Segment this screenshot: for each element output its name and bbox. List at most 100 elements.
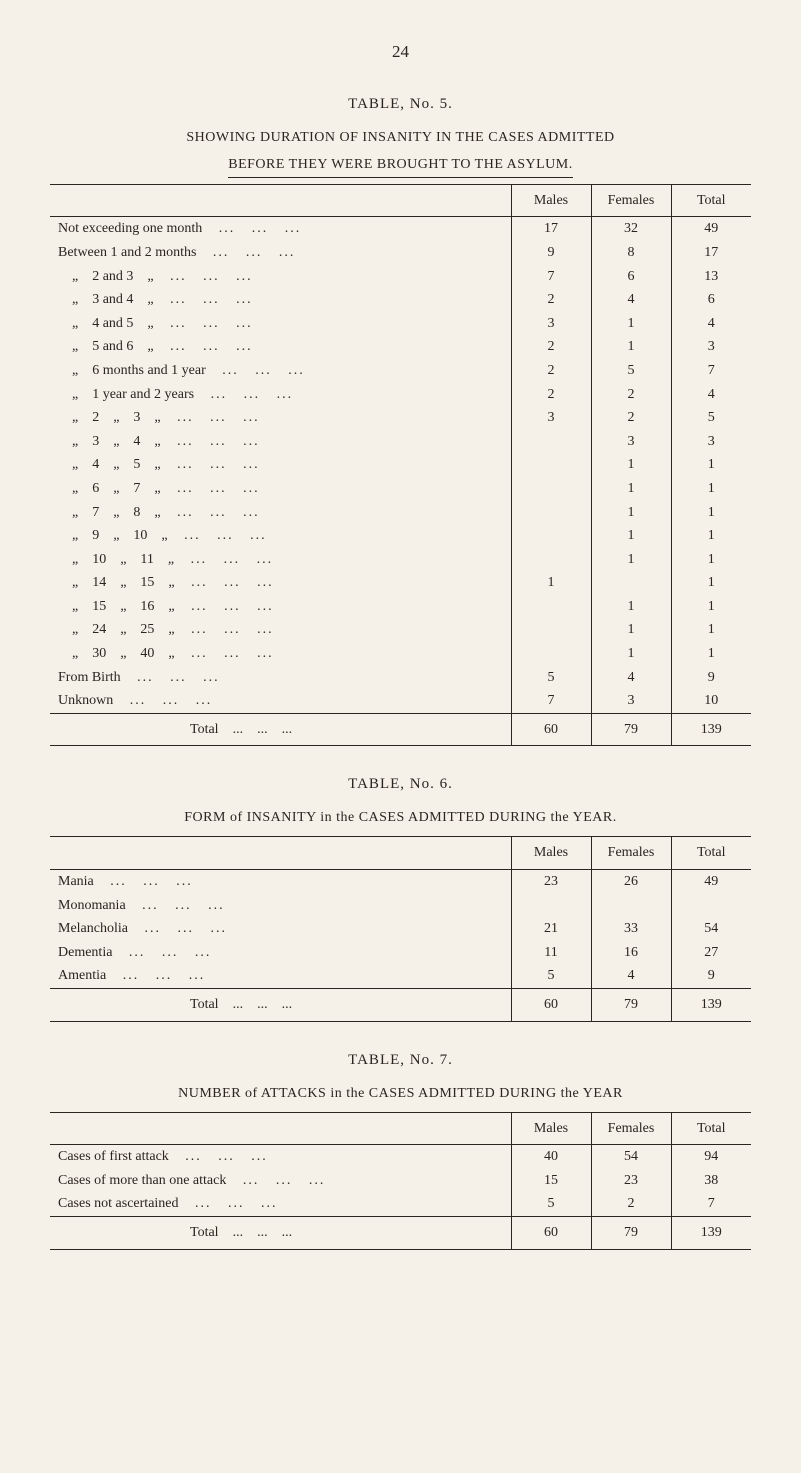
- leader-dots: ... ... ...: [196, 245, 295, 260]
- leader-dots: ... ... ...: [154, 339, 253, 354]
- cell-total: 9: [671, 964, 751, 988]
- row-label: From Birth ... ... ...: [50, 666, 511, 690]
- row-label: „ 4 „ 5 „ ... ... ...: [50, 453, 511, 477]
- page-number: 24: [50, 40, 751, 64]
- row-label: Mania ... ... ...: [50, 870, 511, 894]
- leader-dots: ... ... ...: [202, 221, 301, 236]
- cell-total: 94: [671, 1145, 751, 1169]
- table-row: Dementia ... ... ...111627: [50, 941, 751, 965]
- table5-header-blank: [50, 184, 511, 217]
- leader-dots: ... ... ...: [206, 363, 305, 378]
- table5-header-females: Females: [591, 184, 671, 217]
- table-row: „ 3 „ 4 „ ... ... ...33: [50, 430, 751, 454]
- table7-subtitle: NUMBER of ATTACKS in the CASES ADMITTED …: [50, 1083, 751, 1104]
- cell-males: [511, 618, 591, 642]
- cell-females: 1: [591, 642, 671, 666]
- table-row: „ 9 „ 10 „ ... ... ...11: [50, 524, 751, 548]
- cell-total: 6: [671, 288, 751, 312]
- cell-total: 1: [671, 571, 751, 595]
- cell-males: 1: [511, 571, 591, 595]
- row-label: „ 2 and 3 „ ... ... ...: [50, 265, 511, 289]
- cell-males: 2: [511, 288, 591, 312]
- row-label: Unknown ... ... ...: [50, 689, 511, 713]
- table6-header-total: Total: [671, 837, 751, 870]
- table-row: „ 10 „ 11 „ ... ... ...11: [50, 548, 751, 572]
- table5-total-females: 79: [591, 713, 671, 746]
- cell-total: 10: [671, 689, 751, 713]
- row-label: „ 24 „ 25 „ ... ... ...: [50, 618, 511, 642]
- leader-dots: ... ... ...: [161, 457, 260, 472]
- cell-total: 4: [671, 383, 751, 407]
- row-label: „ 10 „ 11 „ ... ... ...: [50, 548, 511, 572]
- table7-total-row: Total ... ... ... 60 79 139: [50, 1216, 751, 1249]
- table-row: „ 4 „ 5 „ ... ... ... 11: [50, 453, 751, 477]
- leader-dots: ... ... ...: [175, 622, 274, 637]
- cell-males: 11: [511, 941, 591, 965]
- table-row: Monomania ... ... ...: [50, 894, 751, 918]
- leader-dots: ... ... ...: [161, 410, 260, 425]
- cell-males: 2: [511, 383, 591, 407]
- cell-females: 2: [591, 1192, 671, 1216]
- cell-females: 4: [591, 666, 671, 690]
- cell-total: 49: [671, 217, 751, 241]
- cell-males: [511, 501, 591, 525]
- table6-title: TABLE, No. 6.: [50, 774, 751, 795]
- table-row: Cases of more than one attack ... ... ..…: [50, 1169, 751, 1193]
- table7-header-blank: [50, 1112, 511, 1145]
- cell-females: 6: [591, 265, 671, 289]
- cell-males: 9: [511, 241, 591, 265]
- leader-dots: ... ... ...: [175, 646, 274, 661]
- table-row: „ 6 „ 7 „ ... ... ...11: [50, 477, 751, 501]
- cell-total: 1: [671, 453, 751, 477]
- cell-males: [511, 477, 591, 501]
- row-label: Amentia ... ... ...: [50, 964, 511, 988]
- duration-table: Males Females Total Not exceeding one mo…: [50, 184, 751, 747]
- table-row: „ 4 and 5 „ ... ... ...314: [50, 312, 751, 336]
- cell-males: 7: [511, 265, 591, 289]
- table7-header-females: Females: [591, 1112, 671, 1145]
- cell-total: 1: [671, 642, 751, 666]
- cell-females: 1: [591, 453, 671, 477]
- leader-dots: ... ... ...: [161, 434, 260, 449]
- cell-total: 7: [671, 1192, 751, 1216]
- cell-males: 2: [511, 335, 591, 359]
- table-row: Amentia ... ... ...549: [50, 964, 751, 988]
- cell-females: 4: [591, 964, 671, 988]
- cell-females: 4: [591, 288, 671, 312]
- cell-total: 38: [671, 1169, 751, 1193]
- table5-total-row: Total ... ... ... 60 79 139: [50, 713, 751, 746]
- form-insanity-table: Males Females Total Mania ... ... ...232…: [50, 836, 751, 1021]
- table7-header-total: Total: [671, 1112, 751, 1145]
- table-row: „ 5 and 6 „ ... ... ...213: [50, 335, 751, 359]
- table5-subtitle-line1: SHOWING DURATION OF INSANITY IN THE CASE…: [50, 127, 751, 148]
- row-label: „ 2 „ 3 „ ... ... ...: [50, 406, 511, 430]
- table7-header-row: Males Females Total: [50, 1112, 751, 1145]
- cell-total: 1: [671, 477, 751, 501]
- cell-males: 7: [511, 689, 591, 713]
- cell-total: 3: [671, 335, 751, 359]
- table-row: „ 7 „ 8 „ ... ... ...11: [50, 501, 751, 525]
- cell-total: 4: [671, 312, 751, 336]
- cell-total: 9: [671, 666, 751, 690]
- table5-total-males: 60: [511, 713, 591, 746]
- table5-total-total: 139: [671, 713, 751, 746]
- row-label: Cases not ascertained ... ... ...: [50, 1192, 511, 1216]
- cell-males: 40: [511, 1145, 591, 1169]
- table-row: Melancholia ... ... ...213354: [50, 917, 751, 941]
- cell-females: 1: [591, 312, 671, 336]
- table-row: „ 1 year and 2 years ... ... ...224: [50, 383, 751, 407]
- row-label: „ 3 „ 4 „ ... ... ...: [50, 430, 511, 454]
- table5-title: TABLE, No. 5.: [50, 94, 751, 115]
- table7-total-males: 60: [511, 1216, 591, 1249]
- table-row: Mania ... ... ...232649: [50, 870, 751, 894]
- table6-total-total: 139: [671, 989, 751, 1022]
- cell-females: 1: [591, 595, 671, 619]
- table-row: „ 2 „ 3 „ ... ... ...325: [50, 406, 751, 430]
- cell-females: 8: [591, 241, 671, 265]
- row-label: „ 15 „ 16 „ ... ... ...: [50, 595, 511, 619]
- row-label: „ 4 and 5 „ ... ... ...: [50, 312, 511, 336]
- row-label: „ 14 „ 15 „ ... ... ...: [50, 571, 511, 595]
- table6-header-females: Females: [591, 837, 671, 870]
- table6-header-males: Males: [511, 837, 591, 870]
- cell-females: 2: [591, 383, 671, 407]
